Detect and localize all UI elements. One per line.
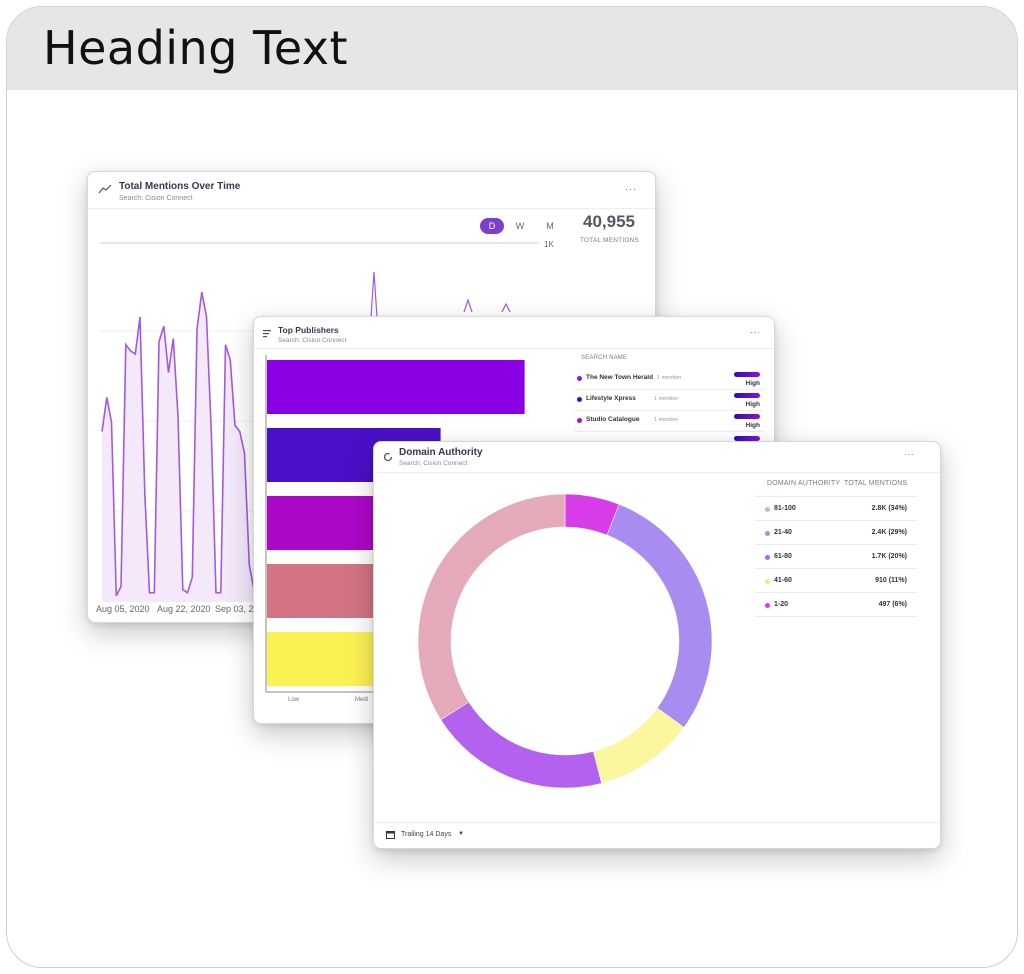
level-bar: [734, 436, 760, 441]
legend-dot: [765, 579, 770, 584]
mention-count: 1 mention: [654, 396, 679, 402]
donut-slice[interactable]: [417, 493, 566, 721]
level-label: High: [745, 401, 760, 408]
donut-slice[interactable]: [440, 701, 602, 789]
card-divider: [88, 208, 655, 209]
card-subtitle: Search: Cision Connect: [119, 195, 193, 202]
date-range-label[interactable]: Trailing 14 Days: [401, 831, 452, 838]
y-tick-label: 1K: [544, 240, 554, 249]
mentions-value: 497 (6%): [878, 601, 907, 608]
list-item[interactable]: The New Town Herald 1 mention High: [574, 369, 764, 390]
legend-dot: [765, 603, 770, 608]
series-line-fragment: [463, 298, 473, 313]
mentions-value: 2.8K (34%): [871, 505, 907, 512]
publisher-name: Studio Catalogue: [586, 416, 640, 423]
list-icon: [263, 330, 271, 338]
header-bar: [7, 7, 1017, 90]
mentions-value: 2.4K (29%): [871, 529, 907, 536]
domain-legend-table: 81-100 2.8K (34%) 21-40 2.4K (29%) 61-80…: [755, 496, 917, 626]
donut-slice[interactable]: [606, 503, 713, 728]
level-bar: [734, 414, 760, 419]
publishers-list: The New Town Herald 1 mention High Lifes…: [574, 369, 764, 469]
table-row[interactable]: 21-40 2.4K (29%): [755, 521, 917, 545]
toggle-week[interactable]: W: [515, 221, 525, 231]
domain-authority-card: Domain Authority Search: Cision Connect …: [373, 441, 941, 849]
card-subtitle: Search: Cision Connect: [278, 337, 347, 344]
more-options-icon[interactable]: ···: [904, 450, 915, 459]
card-divider: [254, 348, 774, 349]
calendar-icon: [386, 831, 395, 839]
level-bar: [734, 372, 760, 377]
domain-donut-chart: [417, 493, 713, 789]
chevron-down-icon[interactable]: ▼: [458, 831, 464, 837]
legend-dot: [577, 397, 582, 402]
range-label: 41-60: [774, 577, 792, 584]
area-fill: [102, 292, 254, 602]
toggle-month[interactable]: M: [546, 221, 554, 231]
more-options-icon[interactable]: ···: [750, 328, 761, 337]
table-row[interactable]: 61-80 1.7K (20%): [755, 545, 917, 569]
publisher-name: The New Town Herald: [586, 374, 654, 381]
mentions-value: 1.7K (20%): [871, 553, 907, 560]
list-item[interactable]: Studio Catalogue 1 mention High: [574, 411, 764, 432]
table-row[interactable]: 41-60 910 (11%): [755, 569, 917, 593]
publisher-name: Lifestyle Xpress: [586, 395, 636, 402]
list-header: SEARCH NAME: [581, 355, 628, 361]
range-label: 21-40: [774, 529, 792, 536]
x-tick-label: Sep 03, 2: [215, 604, 254, 614]
trend-icon: [98, 184, 112, 194]
mention-count: 1 mention: [657, 375, 682, 381]
page-heading: Heading Text: [43, 21, 349, 75]
x-tick-label: Aug 05, 2020: [96, 604, 150, 614]
series-line-fragment: [369, 271, 379, 333]
table-row[interactable]: 81-100 2.8K (34%): [755, 497, 917, 521]
level-bar: [734, 393, 760, 398]
series-line-fragment: [501, 302, 511, 313]
legend-dot: [765, 507, 770, 512]
x-tick-label: Aug 22, 2020: [157, 604, 211, 614]
column-header-total-mentions: TOTAL MENTIONS: [844, 480, 908, 487]
card-title: Total Mentions Over Time: [119, 181, 241, 192]
donut-chart-icon: [383, 452, 393, 462]
donut-slice[interactable]: [593, 707, 685, 784]
legend-dot: [577, 376, 582, 381]
range-label: 81-100: [774, 505, 796, 512]
legend-dot: [765, 555, 770, 560]
card-title: Top Publishers: [278, 325, 339, 335]
column-header-domain-authority: DOMAIN AUTHORITY: [767, 480, 841, 487]
card-subtitle: Search: Cision Connect: [399, 460, 468, 467]
total-mentions-label: TOTAL MENTIONS: [580, 237, 640, 244]
level-label: High: [745, 422, 760, 429]
level-label: High: [745, 380, 760, 387]
x-tick-label: Low: [288, 697, 300, 703]
range-label: 61-80: [774, 553, 792, 560]
mention-count: 1 mention: [654, 417, 679, 423]
more-options-icon[interactable]: ···: [625, 184, 637, 194]
legend-dot: [577, 418, 582, 423]
range-label: 1-20: [774, 601, 789, 608]
card-title: Domain Authority: [399, 447, 483, 458]
bar[interactable]: [267, 632, 393, 686]
card-divider: [374, 822, 940, 823]
toggle-day[interactable]: D: [480, 218, 504, 234]
mentions-value: 910 (11%): [875, 577, 907, 584]
total-mentions-value: 40,955: [583, 212, 635, 231]
list-item[interactable]: Lifestyle Xpress 1 mention High: [574, 390, 764, 411]
legend-dot: [765, 531, 770, 536]
series-line: [101, 291, 255, 597]
card-divider: [374, 472, 940, 473]
x-tick-label: Medi: [355, 697, 369, 703]
table-row[interactable]: 1-20 497 (6%): [755, 593, 917, 617]
bar[interactable]: [267, 360, 525, 414]
